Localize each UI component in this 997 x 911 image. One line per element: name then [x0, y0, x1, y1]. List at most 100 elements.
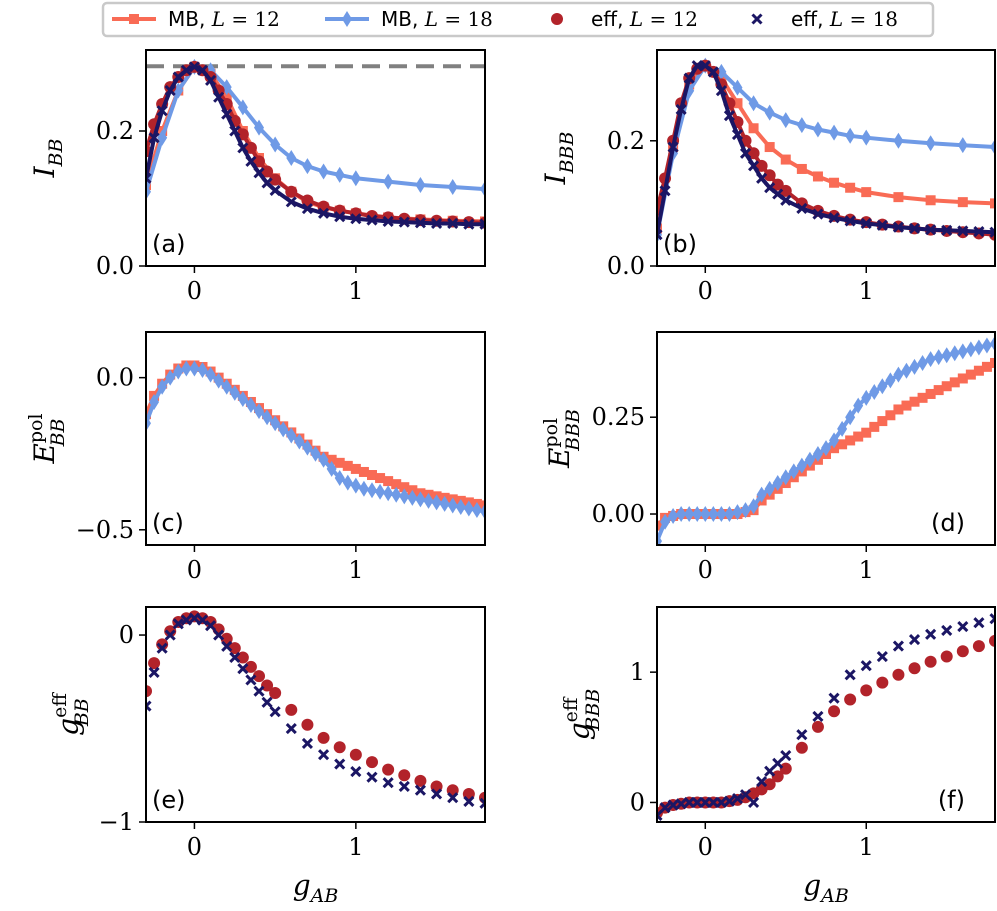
data-point — [285, 196, 297, 208]
data-point — [723, 110, 735, 122]
axes-frame — [145, 606, 486, 823]
data-point — [205, 366, 216, 383]
data-point — [391, 479, 402, 490]
data-point — [149, 393, 160, 410]
data-point — [764, 142, 775, 153]
data-point — [957, 225, 969, 237]
data-point — [925, 388, 936, 399]
data-point — [269, 173, 282, 186]
data-point — [229, 125, 241, 137]
data-point — [731, 792, 744, 805]
data-point — [375, 473, 386, 484]
data-point — [221, 92, 232, 103]
plot-area-a — [146, 58, 485, 230]
legend-item-eff18: eff, L = 18 — [751, 7, 898, 31]
data-point — [301, 203, 313, 215]
data-point — [278, 421, 289, 438]
data-point — [893, 366, 904, 383]
data-point — [471, 502, 482, 519]
legend-marker — [342, 11, 352, 27]
data-point — [860, 217, 872, 229]
data-point — [439, 495, 450, 512]
y-tick-label: 0.2 — [607, 127, 645, 155]
data-point — [990, 335, 995, 352]
data-point — [269, 706, 281, 718]
data-point — [383, 173, 394, 190]
legend-marker — [551, 13, 563, 25]
data-point — [692, 506, 703, 523]
data-point — [893, 192, 904, 203]
data-point — [876, 676, 889, 689]
data-point — [366, 214, 378, 226]
data-point — [189, 360, 200, 377]
axes-frame — [145, 49, 486, 267]
series-eff18 — [146, 612, 485, 809]
data-point — [796, 163, 807, 174]
series-line — [657, 63, 995, 236]
data-point — [342, 474, 353, 491]
data-point — [941, 224, 953, 236]
data-point — [205, 620, 217, 632]
data-point — [829, 432, 840, 449]
data-point — [657, 533, 662, 545]
data-point — [829, 177, 840, 188]
x-axis-label: gAB — [803, 869, 849, 907]
data-point — [956, 645, 969, 658]
data-point — [237, 390, 248, 407]
series-eff18 — [146, 61, 485, 230]
data-point — [893, 132, 904, 149]
data-point — [358, 466, 369, 477]
data-point — [657, 809, 663, 822]
data-point — [350, 477, 361, 494]
data-point — [415, 491, 426, 508]
data-point — [892, 668, 905, 681]
data-point — [270, 415, 281, 432]
data-point — [229, 384, 240, 401]
data-point — [965, 369, 976, 380]
data-point — [463, 500, 474, 517]
data-point — [398, 780, 410, 793]
x-tick-label: 1 — [859, 277, 874, 305]
panel-d: 0 1 0.00 0.25 EpolBBB (d) — [540, 331, 996, 584]
axes-frame — [656, 49, 996, 267]
data-point — [667, 799, 679, 811]
panel-tag: (c) — [152, 509, 184, 537]
data-point — [941, 347, 952, 364]
data-point — [957, 373, 968, 384]
data-point — [301, 737, 313, 750]
panel-e: 0 1 −1 0 geffBB (e) gAB — [49, 606, 486, 907]
data-point — [423, 492, 434, 509]
data-point — [146, 415, 151, 432]
data-point — [990, 357, 995, 368]
data-point — [221, 378, 232, 395]
data-point — [146, 172, 152, 184]
data-point — [431, 788, 443, 800]
data-point — [877, 378, 888, 395]
data-point — [447, 792, 459, 804]
plot-area-d — [657, 335, 995, 545]
data-point — [973, 617, 985, 629]
legend-label: MB, L = 18 — [381, 7, 493, 31]
data-point — [366, 756, 378, 769]
data-point — [146, 700, 152, 712]
legend-item-mb12: MB, L = 12 — [112, 7, 280, 31]
data-point — [771, 178, 784, 191]
x-tick-label: 1 — [348, 833, 363, 861]
series-line — [146, 366, 485, 514]
data-point — [334, 457, 345, 468]
data-point — [657, 229, 663, 241]
data-point — [463, 795, 475, 807]
x-tick-label: 0 — [187, 556, 202, 584]
data-point — [164, 84, 176, 97]
data-point — [748, 95, 759, 112]
data-point — [739, 789, 752, 801]
data-point — [317, 731, 330, 744]
data-point — [367, 470, 377, 481]
panel-a: 0 1 0.0 0.2 IBB (a) — [28, 49, 486, 305]
data-point — [156, 105, 168, 117]
data-point — [779, 762, 792, 775]
data-point — [172, 618, 184, 630]
data-point — [933, 349, 944, 366]
data-point — [917, 392, 928, 403]
data-point — [893, 404, 904, 415]
